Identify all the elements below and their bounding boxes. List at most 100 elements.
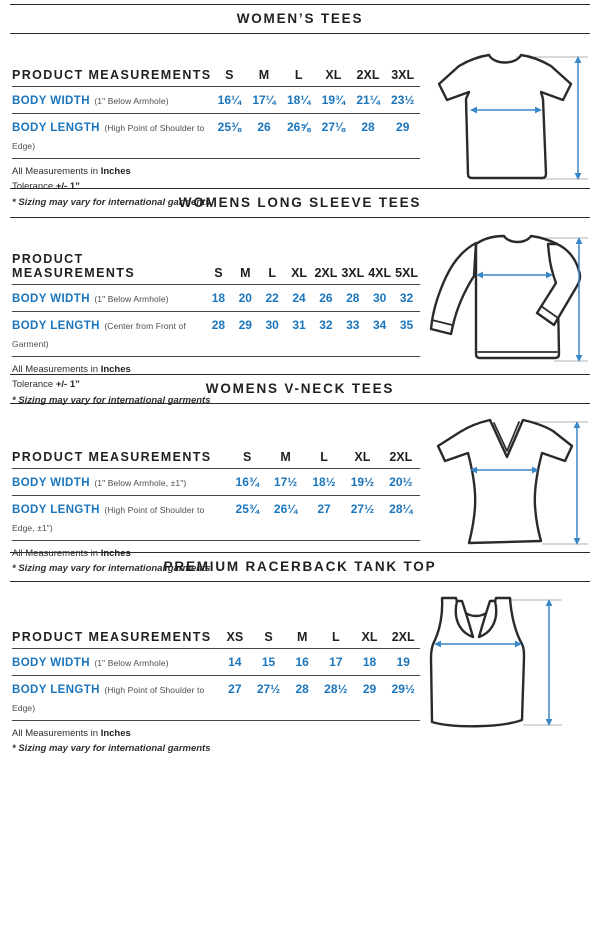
row-label: BODY LENGTH (High Point of Shoulder to E… (12, 500, 228, 536)
row-label-name: BODY WIDTH (12, 657, 90, 669)
measurement-value: 24 (292, 291, 306, 305)
size-column-header: 2XL (356, 68, 380, 82)
measurement-value: 27½ (350, 502, 375, 516)
width-arrowhead-left (476, 271, 483, 279)
sizing-disclaimer: * Sizing may vary for international garm… (12, 196, 211, 208)
measurement-value: 29 (238, 318, 252, 332)
measurement-value: 29 (362, 682, 377, 696)
tolerance-note-value: +/- 1” (55, 379, 80, 391)
units-note-text: All Measurements in (12, 548, 99, 559)
row-label-name: BODY LENGTH (12, 122, 100, 134)
size-column-header: XS (226, 630, 244, 644)
long-sleeve-body-outline (474, 234, 561, 360)
sizing-disclaimer: * Sizing may vary for international garm… (12, 743, 211, 755)
units-note: All Measurements in Inches (12, 364, 420, 376)
v-collar-line (493, 421, 520, 452)
size-column-header: S (225, 68, 234, 82)
womens-tee-illustration (420, 34, 592, 188)
size-column-header: 3XL (391, 68, 415, 82)
racerback-tank-drawing (429, 596, 562, 728)
units-note-unit: Inches (100, 548, 131, 559)
measurements-table: PRODUCT MEASUREMENTS S M L XL 2XL BODY W… (12, 450, 420, 541)
measurement-value: 27 (228, 682, 242, 696)
row-label: BODY WIDTH (1" Below Armhole) (12, 91, 212, 109)
row-label-detail: (1" Below Armhole) (94, 658, 169, 668)
row-label-detail: (Center from Front of Garment) (12, 321, 186, 349)
measurement-value: 17¼ (252, 93, 276, 107)
body-width-row: BODY WIDTH (1" Below Armhole, ±1") 16¾ 1… (12, 469, 420, 496)
size-column-header: XL (291, 266, 308, 280)
size-column-header: M (240, 266, 251, 280)
section-premium-racerback-tank-top: PREMIUM RACERBACK TANK TOP PRODUCT MEASU… (0, 552, 600, 754)
measurement-value: 29½ (391, 682, 415, 696)
measurement-value: 16¾ (235, 475, 259, 489)
measurement-value: 19¾ (321, 93, 346, 107)
size-column-header: XL (361, 630, 378, 644)
womens-tee-drawing (437, 53, 588, 180)
row-label: BODY LENGTH (Center from Front of Garmen… (12, 316, 205, 352)
size-column-header: XL (325, 68, 342, 82)
size-column-header: L (332, 630, 340, 644)
tolerance-note-text: Tolerance (12, 379, 54, 391)
notes-block: All Measurements in Inches * Sizing may … (12, 728, 420, 755)
size-column-header: S (243, 450, 252, 464)
length-arrowhead-top (573, 421, 581, 428)
measurement-value: 31 (292, 318, 306, 332)
section-header-band: WOMENS LONG SLEEVE TEES (10, 188, 590, 218)
measurement-panel: PRODUCT MEASUREMENTS S M L XL 2XL 3XL 4X… (12, 218, 420, 411)
tee-outline (437, 53, 573, 180)
section-header-band: WOMEN’S TEES (10, 4, 590, 34)
length-arrowhead-bottom (574, 173, 582, 180)
size-column-header: 2XL (314, 266, 338, 280)
size-column-header: M (296, 630, 308, 644)
sizing-disclaimer: * Sizing may vary for international garm… (12, 563, 211, 575)
section-content: PRODUCT MEASUREMENTS S M L XL 2XL 3XL BO… (0, 34, 600, 208)
measurement-value: 16¼ (217, 93, 242, 107)
measurement-value: 20 (238, 291, 252, 305)
measurement-value: 33 (346, 318, 360, 332)
units-note: All Measurements in Inches (12, 166, 420, 178)
measurement-value: 32 (399, 291, 414, 305)
tolerance-note-text: Tolerance (12, 181, 54, 193)
right-cuff-line (540, 305, 559, 319)
row-label-name: BODY WIDTH (12, 477, 90, 489)
width-arrowhead-left (470, 106, 477, 114)
measurement-value: 22 (265, 291, 279, 305)
width-arrowhead-left (434, 640, 441, 648)
table-header-label: PRODUCT MEASUREMENTS (12, 252, 136, 280)
measurement-value: 26⅝ (287, 120, 311, 134)
measurements-table: PRODUCT MEASUREMENTS S M L XL 2XL 3XL BO… (12, 68, 420, 159)
width-arrowhead-right (546, 271, 553, 279)
measurement-value: 28 (295, 682, 309, 696)
width-arrowhead-right (515, 640, 522, 648)
measurement-value: 26 (257, 120, 271, 134)
body-length-row: BODY LENGTH (Center from Front of Garmen… (12, 312, 420, 357)
table-header-label: PRODUCT MEASUREMENTS (12, 630, 212, 644)
measurement-value: 19½ (350, 475, 375, 489)
measurement-value: 16 (295, 655, 309, 669)
measurement-value: 18¼ (287, 93, 311, 107)
measurement-value: 20½ (389, 475, 413, 489)
measurement-value: 25¾ (235, 502, 259, 516)
size-column-header: L (294, 68, 303, 82)
section-content: PRODUCT MEASUREMENTS XS S M L XL 2XL BOD… (0, 582, 600, 754)
notes-block: All Measurements in Inches * Sizing may … (12, 548, 420, 575)
size-column-header: 5XL (395, 266, 419, 280)
measurement-value: 17½ (273, 475, 298, 489)
size-column-header: XL (354, 450, 371, 464)
width-arrowhead-right (535, 106, 542, 114)
measurement-value: 32 (319, 318, 333, 332)
racerback-strap-left (454, 599, 475, 639)
units-note-text: All Measurements in (12, 728, 99, 739)
length-arrowhead-top (545, 599, 553, 606)
row-label-detail: (High Point of Shoulder to Edge) (12, 123, 205, 151)
measurement-value: 14 (228, 655, 242, 669)
row-label: BODY WIDTH (1" Below Armhole) (12, 653, 218, 671)
notes-block: All Measurements in Inches Tolerance +/-… (12, 364, 420, 407)
measurement-value: 28 (211, 318, 226, 332)
body-length-row: BODY LENGTH (High Point of Shoulder to E… (12, 676, 420, 721)
tolerance-note-value: +/- 1” (55, 181, 80, 193)
size-column-header: L (320, 450, 328, 464)
row-label-detail: (1" Below Armhole) (94, 96, 169, 106)
table-header-label: PRODUCT MEASUREMENTS (12, 450, 212, 464)
